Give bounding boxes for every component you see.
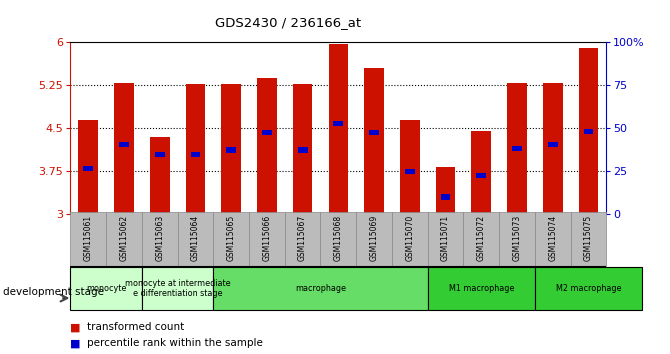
Bar: [297, 148, 308, 153]
Text: GSM115068: GSM115068: [334, 215, 343, 261]
Text: ■: ■: [70, 322, 81, 332]
Bar: [320, 212, 356, 267]
Bar: [364, 68, 384, 214]
Text: GSM115070: GSM115070: [405, 215, 414, 261]
Bar: [334, 121, 343, 126]
Text: GSM115065: GSM115065: [226, 215, 236, 261]
Text: GSM115063: GSM115063: [155, 215, 164, 261]
Bar: [579, 48, 598, 214]
Text: M2 macrophage: M2 macrophage: [555, 284, 621, 293]
Bar: [392, 212, 427, 267]
Text: GSM115061: GSM115061: [84, 215, 92, 261]
Bar: [142, 267, 213, 310]
Bar: [535, 212, 571, 267]
Text: monocyte: monocyte: [86, 284, 126, 293]
Bar: [548, 142, 557, 147]
Bar: [535, 267, 642, 310]
Bar: [436, 167, 456, 214]
Bar: [257, 78, 277, 214]
Text: monocyte at intermediate
e differentiation stage: monocyte at intermediate e differentiati…: [125, 279, 230, 298]
Text: GSM115074: GSM115074: [548, 215, 557, 261]
Bar: [356, 212, 392, 267]
Bar: [249, 212, 285, 267]
Text: GSM115062: GSM115062: [119, 215, 129, 261]
Bar: [400, 120, 419, 214]
Bar: [262, 130, 272, 136]
Bar: [476, 173, 486, 178]
Bar: [119, 142, 129, 147]
Bar: [78, 120, 98, 214]
Bar: [499, 212, 535, 267]
Bar: [226, 148, 236, 153]
Bar: [142, 212, 178, 267]
Text: ■: ■: [70, 338, 81, 348]
Bar: [221, 84, 241, 214]
Bar: [186, 84, 205, 214]
Bar: [328, 44, 348, 214]
Bar: [213, 267, 427, 310]
Text: GSM115067: GSM115067: [298, 215, 307, 261]
Bar: [543, 82, 563, 214]
Bar: [441, 194, 450, 200]
Bar: [472, 131, 491, 214]
Text: GSM115072: GSM115072: [477, 215, 486, 261]
Bar: [512, 146, 522, 151]
Bar: [293, 84, 312, 214]
Bar: [190, 152, 200, 157]
Text: GSM115075: GSM115075: [584, 215, 593, 261]
Text: percentile rank within the sample: percentile rank within the sample: [87, 338, 263, 348]
Bar: [213, 212, 249, 267]
Bar: [106, 212, 142, 267]
Text: GSM115073: GSM115073: [513, 215, 521, 261]
Text: GSM115071: GSM115071: [441, 215, 450, 261]
Bar: [155, 152, 165, 157]
Text: GSM115069: GSM115069: [370, 215, 379, 261]
Bar: [507, 82, 527, 214]
Text: development stage: development stage: [3, 287, 105, 297]
Bar: [464, 212, 499, 267]
Bar: [369, 130, 379, 136]
Text: M1 macrophage: M1 macrophage: [449, 284, 514, 293]
Text: macrophage: macrophage: [295, 284, 346, 293]
Bar: [178, 212, 213, 267]
Bar: [114, 82, 134, 214]
Bar: [427, 212, 464, 267]
Text: GSM115066: GSM115066: [263, 215, 271, 261]
Bar: [584, 129, 594, 134]
Bar: [70, 212, 106, 267]
Bar: [427, 267, 535, 310]
Bar: [285, 212, 320, 267]
Bar: [571, 212, 606, 267]
Bar: [150, 137, 170, 214]
Text: GDS2430 / 236166_at: GDS2430 / 236166_at: [215, 16, 361, 29]
Bar: [83, 166, 93, 171]
Text: transformed count: transformed count: [87, 322, 184, 332]
Bar: [405, 169, 415, 174]
Bar: [70, 267, 142, 310]
Text: GSM115064: GSM115064: [191, 215, 200, 261]
